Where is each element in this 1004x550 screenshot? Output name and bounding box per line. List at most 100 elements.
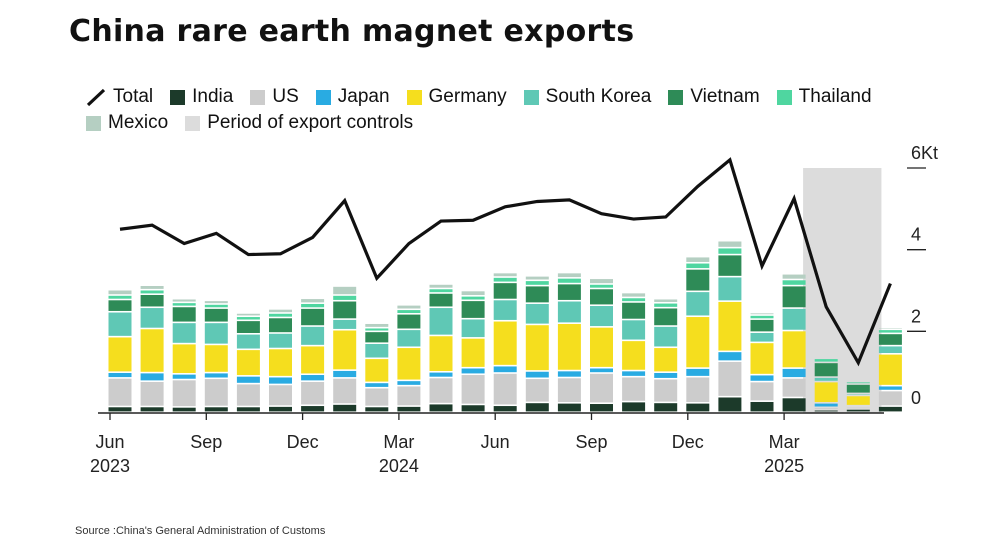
- bar-japan-3: [204, 373, 228, 378]
- bar-germany-8: [365, 359, 389, 382]
- bar-south-korea-22: [814, 377, 838, 381]
- bar-us-5: [269, 385, 292, 406]
- bar-thailand-8: [365, 328, 389, 331]
- legend-swatch-india: [170, 89, 186, 105]
- bar-mexico-19: [718, 241, 742, 247]
- bar-south-korea-11: [461, 319, 485, 338]
- bar-us-20: [750, 382, 774, 401]
- bar-germany-2: [172, 344, 196, 374]
- bar-mexico-18: [686, 257, 710, 262]
- legend-item-germany: Germany: [406, 86, 507, 108]
- bar-us-18: [686, 377, 710, 403]
- bar-vietnam-23: [846, 384, 870, 393]
- bar-india-17: [654, 403, 678, 412]
- legend-label-vietnam: Vietnam: [690, 86, 760, 107]
- bar-vietnam-6: [301, 308, 325, 326]
- bar-vietnam-14: [557, 284, 581, 300]
- bar-germany-16: [622, 341, 646, 370]
- bar-vietnam-16: [622, 302, 646, 319]
- legend-swatch-mexico: [86, 115, 101, 131]
- bar-south-korea-13: [525, 303, 549, 324]
- x-tick-label-year-21: 2025: [764, 456, 804, 476]
- bar-mexico-2: [172, 299, 196, 302]
- bar-japan-14: [557, 371, 581, 377]
- y-tick-label-4: 4: [911, 225, 921, 245]
- bar-thailand-17: [654, 303, 678, 307]
- bar-mexico-12: [493, 273, 517, 277]
- chart-title: China rare earth magnet exports: [69, 14, 635, 49]
- bar-india-23: [846, 409, 870, 412]
- bar-india-13: [525, 403, 549, 412]
- bar-india-18: [686, 403, 710, 412]
- bar-vietnam-10: [429, 293, 453, 307]
- bar-thailand-20: [750, 315, 774, 319]
- legend-item-thailand: Thailand: [776, 86, 872, 108]
- bar-mexico-6: [301, 299, 325, 303]
- bar-germany-5: [269, 349, 292, 376]
- bar-south-korea-4: [236, 334, 260, 349]
- bar-thailand-3: [204, 304, 228, 308]
- bar-south-korea-10: [429, 308, 453, 335]
- bar-vietnam-17: [654, 308, 678, 326]
- bar-mexico-10: [429, 284, 453, 288]
- bar-mexico-9: [397, 305, 421, 309]
- bar-mexico-8: [365, 323, 389, 327]
- bar-us-1: [140, 381, 164, 406]
- legend-swatch-thailand: [776, 89, 792, 105]
- bar-vietnam-15: [590, 289, 613, 305]
- bar-japan-15: [590, 368, 613, 373]
- bar-japan-5: [269, 377, 292, 384]
- legend-swatch-us: [250, 89, 266, 105]
- bar-india-19: [718, 397, 742, 412]
- bar-mexico-3: [204, 301, 228, 304]
- bar-south-korea-8: [365, 343, 389, 358]
- bar-us-11: [461, 375, 485, 404]
- legend-item-japan: Japan: [315, 86, 390, 108]
- bar-japan-17: [654, 372, 678, 378]
- bar-us-10: [429, 378, 453, 403]
- x-tick-label-month-3: Sep: [190, 432, 222, 452]
- bar-us-15: [590, 373, 613, 403]
- bar-thailand-24: [878, 330, 902, 333]
- bar-thailand-2: [172, 303, 196, 306]
- legend-label-india: India: [192, 86, 234, 107]
- bar-vietnam-5: [269, 318, 292, 333]
- bar-vietnam-1: [140, 294, 164, 307]
- bar-germany-6: [301, 346, 325, 374]
- bar-us-4: [236, 384, 260, 406]
- legend-label-us: US: [272, 86, 299, 107]
- bar-mexico-14: [557, 273, 581, 278]
- bar-india-15: [590, 404, 613, 412]
- bar-india-2: [172, 407, 196, 412]
- bar-vietnam-22: [814, 363, 838, 377]
- legend-item-vietnam: Vietnam: [668, 86, 760, 108]
- bar-us-17: [654, 379, 678, 402]
- bar-south-korea-24: [878, 346, 902, 354]
- bar-germany-13: [525, 325, 549, 371]
- bar-germany-7: [333, 330, 357, 370]
- bar-south-korea-3: [204, 323, 228, 344]
- bar-south-korea-19: [718, 277, 742, 301]
- total-line: [119, 157, 892, 367]
- legend-label-total: Total: [113, 86, 154, 107]
- bar-thailand-15: [590, 284, 613, 288]
- legend-item-south-korea: South Korea: [523, 86, 651, 108]
- bar-south-korea-6: [301, 326, 325, 345]
- bar-germany-11: [461, 338, 485, 367]
- x-tick-label-month-18: Dec: [672, 432, 704, 452]
- bar-us-6: [301, 381, 325, 405]
- bar-south-korea-14: [557, 301, 581, 323]
- bar-japan-13: [525, 371, 549, 378]
- bar-germany-21: [782, 331, 806, 368]
- bar-india-14: [557, 403, 581, 412]
- bar-south-korea-5: [269, 333, 292, 348]
- bar-japan-19: [718, 352, 742, 361]
- bar-us-22: [814, 408, 838, 409]
- bar-vietnam-18: [686, 269, 710, 291]
- bar-mexico-0: [108, 290, 132, 295]
- bar-germany-18: [686, 317, 710, 368]
- bar-india-22: [814, 410, 838, 412]
- bar-india-5: [269, 406, 292, 412]
- bar-south-korea-17: [654, 326, 678, 347]
- bar-thailand-11: [461, 296, 485, 300]
